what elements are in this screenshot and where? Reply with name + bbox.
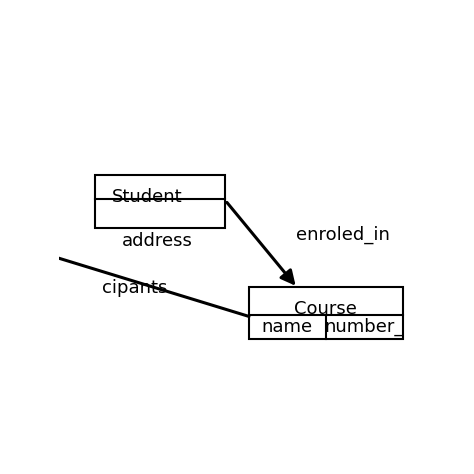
Text: cipants: cipants xyxy=(102,279,167,297)
Text: Course: Course xyxy=(294,301,357,318)
Text: name: name xyxy=(262,318,313,336)
Text: Student: Student xyxy=(111,188,182,206)
Text: enroled_in: enroled_in xyxy=(296,226,390,244)
FancyBboxPatch shape xyxy=(249,287,403,339)
Text: address: address xyxy=(122,232,193,249)
Text: number_: number_ xyxy=(325,318,404,336)
FancyBboxPatch shape xyxy=(95,175,225,228)
